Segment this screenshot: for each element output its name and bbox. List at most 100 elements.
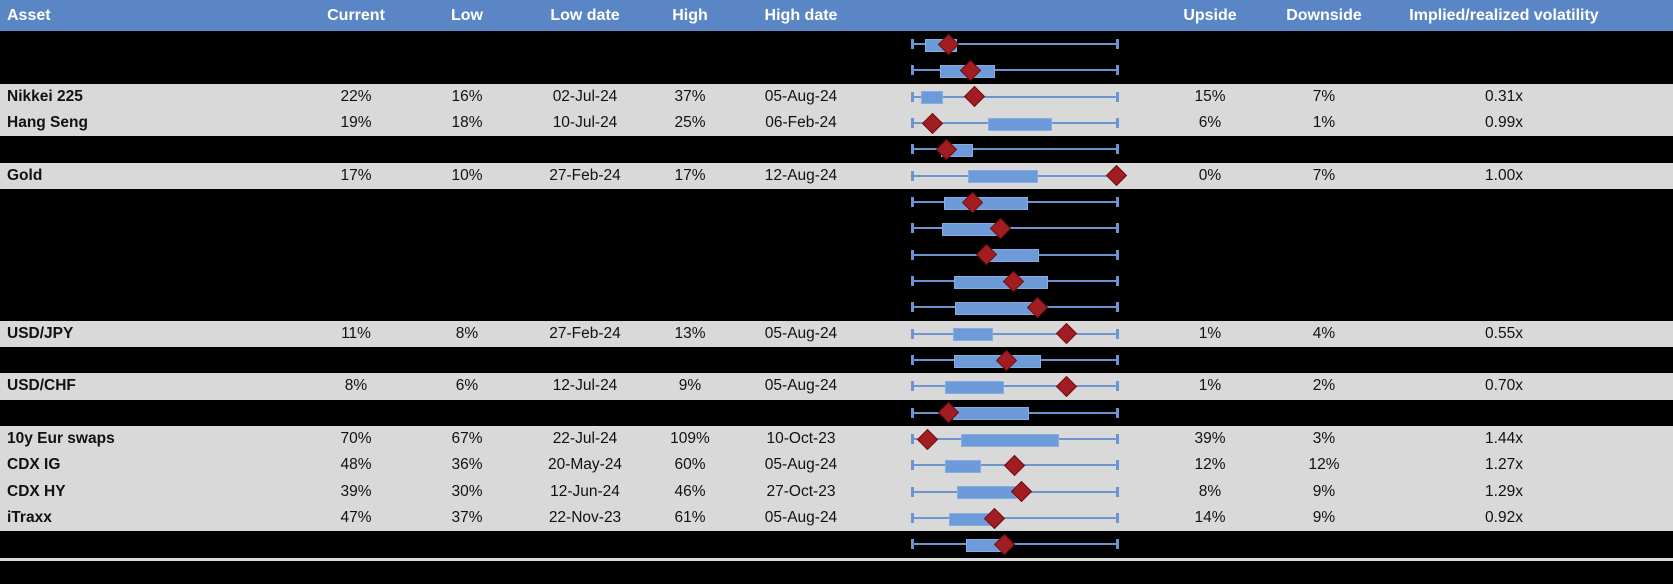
- cell-upside: [1155, 215, 1265, 241]
- cell-current: [300, 189, 412, 215]
- whisker-cap-left: [911, 91, 914, 102]
- whisker-cap-left: [911, 486, 914, 497]
- cell-upside: [1155, 31, 1265, 57]
- cell-downside: [1265, 242, 1383, 268]
- cell-low-date: 27-Feb-24: [549, 166, 621, 184]
- cell-high-date: 05-Aug-24: [764, 87, 838, 105]
- boxplot: [911, 31, 1119, 57]
- cell-low-date: 12-Jul-24: [552, 377, 618, 395]
- cell-high: 61%: [674, 509, 706, 527]
- cell-low-date: [522, 268, 648, 294]
- range-plot-cell: [870, 347, 1155, 373]
- whisker-cap-right: [1116, 144, 1119, 155]
- cell-implied: 0.55x: [1485, 324, 1523, 342]
- asset-label: CDX HY: [7, 482, 66, 500]
- cell-downside: 12%: [1308, 456, 1340, 474]
- whisker-line: [912, 95, 1117, 98]
- range-plot-cell: [870, 242, 1155, 268]
- cell-high-date: 10-Oct-23: [766, 430, 836, 448]
- cell-upside: [1155, 136, 1265, 162]
- cell-current: [300, 294, 412, 320]
- whisker-cap-left: [911, 144, 914, 155]
- cell-low: [412, 189, 522, 215]
- cell-downside: [1265, 57, 1383, 83]
- cell-current: [300, 136, 412, 162]
- cell-upside: 0%: [1198, 166, 1222, 184]
- whisker-cap-left: [911, 355, 914, 366]
- cell-high: 37%: [674, 87, 706, 105]
- boxplot: [911, 268, 1119, 294]
- cell-current: [300, 31, 412, 57]
- table-row-redacted: [0, 346, 1673, 374]
- cell-downside: 3%: [1312, 430, 1336, 448]
- cell-downside: [1265, 531, 1383, 557]
- cell-downside: [1265, 268, 1383, 294]
- cell-high-date: [732, 242, 870, 268]
- cell-upside: 14%: [1194, 509, 1226, 527]
- boxplot: [911, 110, 1119, 136]
- cell-asset: [0, 268, 300, 294]
- boxplot: [911, 479, 1119, 505]
- current-level-diamond-marker: [917, 428, 939, 450]
- whisker-cap-right: [1116, 197, 1119, 208]
- cell-low: [412, 268, 522, 294]
- range-plot-cell: [870, 189, 1155, 215]
- cell-implied: [1383, 31, 1625, 57]
- boxplot: [911, 347, 1119, 373]
- range-plot-cell: [870, 110, 1155, 136]
- table-header-row: Asset Current Low Low date High High date Upsi…: [0, 0, 1673, 31]
- column-header-chart: [870, 0, 1155, 31]
- table-row: CDX HY 39% 30% 12-Jun-24 46% 27-Oct-23 8% 9% 1.2…: [0, 478, 1673, 505]
- cell-low-date: [522, 347, 648, 373]
- whisker-cap-right: [1116, 118, 1119, 129]
- bottom-separator-row: [0, 557, 1673, 584]
- cell-current: [300, 268, 412, 294]
- cell-asset: [0, 57, 300, 83]
- range-plot-cell: [870, 505, 1155, 531]
- whisker-cap-right: [1116, 249, 1119, 260]
- column-header-high: High: [672, 6, 708, 24]
- table-row-redacted: [0, 57, 1673, 84]
- cell-high-date: 05-Aug-24: [764, 324, 838, 342]
- cell-low-date: [522, 400, 648, 426]
- cell-low: [412, 294, 522, 320]
- boxplot: [911, 373, 1119, 399]
- cell-high-date: 05-Aug-24: [764, 509, 838, 527]
- range-plot-cell: [870, 479, 1155, 505]
- cell-upside: 39%: [1194, 430, 1226, 448]
- cell-high: [648, 189, 732, 215]
- cell-high-date: [732, 347, 870, 373]
- whisker-cap-right: [1116, 39, 1119, 50]
- cell-high: [648, 215, 732, 241]
- range-plot-cell: [870, 31, 1155, 57]
- cell-current: [300, 57, 412, 83]
- current-level-diamond-marker: [921, 112, 944, 134]
- whisker-line: [912, 148, 1117, 151]
- cell-low: [412, 347, 522, 373]
- cell-implied: [1383, 400, 1625, 426]
- cell-low: [412, 136, 522, 162]
- range-plot-cell: [870, 136, 1155, 162]
- table-row-redacted: [0, 294, 1673, 321]
- cell-current: [300, 531, 412, 557]
- whisker-line: [912, 69, 1117, 72]
- whisker-cap-left: [911, 170, 914, 181]
- cell-low-date: [522, 189, 648, 215]
- cell-upside: 1%: [1198, 377, 1222, 395]
- cell-low-date: 22-Jul-24: [552, 430, 618, 448]
- column-header-high-date: High date: [764, 6, 838, 24]
- cell-upside: [1155, 268, 1265, 294]
- cell-implied: 0.92x: [1485, 509, 1523, 527]
- range-plot-cell: [870, 215, 1155, 241]
- table-row: 10y Eur swaps 70% 67% 22-Jul-24 109% 10-Oct-2…: [0, 425, 1673, 453]
- cell-implied: [1383, 294, 1625, 320]
- cell-upside: 6%: [1198, 114, 1222, 132]
- cell-current: 47%: [340, 509, 372, 527]
- cell-implied: [1383, 215, 1625, 241]
- cell-low: 10%: [451, 166, 483, 184]
- cell-low: [412, 242, 522, 268]
- cell-low: 37%: [451, 509, 483, 527]
- asset-label: CDX IG: [7, 456, 61, 474]
- boxplot: [911, 400, 1119, 426]
- cell-low: [412, 531, 522, 557]
